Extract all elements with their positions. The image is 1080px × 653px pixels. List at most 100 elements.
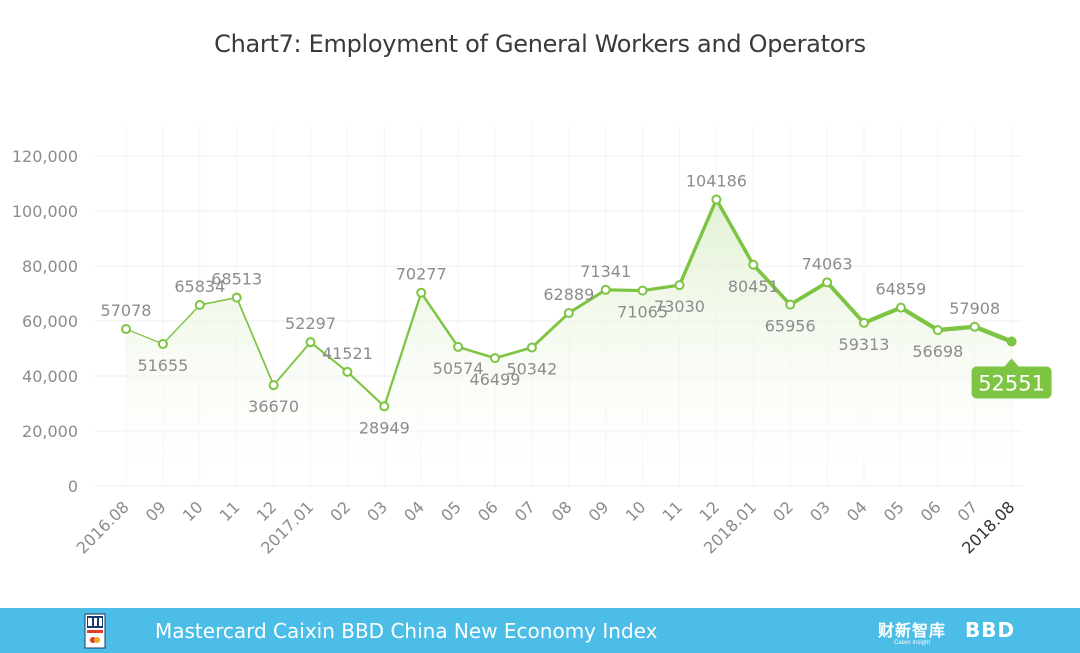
x-tick-label: 12 <box>695 497 723 525</box>
caixin-logo-en: Caixin Insight <box>893 640 931 646</box>
line-segment <box>530 311 571 349</box>
line-segment <box>677 197 719 287</box>
line-segment <box>272 341 312 387</box>
data-points <box>121 194 1017 412</box>
x-tick-label: 2016.08 <box>73 497 133 557</box>
data-point <box>121 324 131 335</box>
callout-pointer <box>1004 358 1019 367</box>
data-point <box>563 308 574 319</box>
x-tick-label: 12 <box>253 497 281 525</box>
x-tick-label: 02 <box>769 497 797 525</box>
data-point <box>822 277 833 288</box>
data-point <box>157 338 168 349</box>
last-value-callout: 52551 <box>971 358 1052 399</box>
line-segment <box>714 197 756 267</box>
data-label: 28949 <box>359 418 410 437</box>
callout-box <box>971 366 1052 399</box>
data-point <box>194 299 205 310</box>
x-tick-label: 02 <box>326 497 354 525</box>
data-label: 73030 <box>654 297 705 316</box>
y-axis: 0 20,000 40,000 60,000 80,000 100,000 120,000 <box>12 147 78 496</box>
x-tick-label: 11 <box>216 497 244 525</box>
data-point <box>600 284 611 295</box>
x-tick-label: 11 <box>658 497 686 525</box>
line-segment <box>309 341 349 373</box>
data-point <box>637 285 648 296</box>
data-point <box>711 194 722 205</box>
data-point <box>231 292 242 303</box>
data-label: 104186 <box>686 171 747 190</box>
data-point <box>969 321 980 332</box>
data-point <box>859 317 869 328</box>
x-tick-label: 06 <box>474 497 502 525</box>
line-segment <box>125 328 164 345</box>
area-fill <box>126 199 1012 486</box>
bbd-logo: BBD <box>965 618 1016 642</box>
line-segment <box>898 305 940 333</box>
data-label: 71065 <box>617 303 668 322</box>
data-point <box>490 353 500 364</box>
line-segment <box>199 296 238 306</box>
footer-title: Mastercard Caixin BBD China New Economy … <box>155 619 658 643</box>
line-segment <box>788 280 829 307</box>
data-label: 57078 <box>101 301 152 320</box>
caixin-insight-logo: 财新智库 Caixin Insight <box>878 617 946 646</box>
data-point <box>785 299 796 310</box>
y-tick-label: 60,000 <box>22 312 78 331</box>
data-label: 56698 <box>912 342 963 361</box>
line-segment <box>346 370 386 408</box>
data-label: 46499 <box>470 370 521 389</box>
x-tick-label: 10 <box>622 497 650 525</box>
line-segment <box>419 291 460 349</box>
data-label: 68513 <box>211 270 262 289</box>
line-segment <box>162 304 201 345</box>
x-tick-label: 08 <box>548 497 576 525</box>
y-tick-label: 20,000 <box>22 422 78 441</box>
x-tick-label: 05 <box>437 497 465 525</box>
x-tick-label: 09 <box>585 497 613 525</box>
y-tick-label: 40,000 <box>22 367 78 386</box>
x-tick-label: 09 <box>142 497 170 525</box>
y-tick-label: 0 <box>68 477 78 496</box>
line-segment <box>383 291 423 408</box>
x-tick-label: 03 <box>363 497 391 525</box>
x-tick-label: 10 <box>179 497 207 525</box>
data-label: 80451 <box>728 277 779 296</box>
data-label: 57908 <box>949 299 1000 318</box>
line-segment <box>751 262 793 307</box>
y-tick-label: 120,000 <box>12 147 78 166</box>
data-point <box>305 337 316 348</box>
series-line <box>125 197 1014 408</box>
data-point <box>379 401 390 412</box>
data-label: 50342 <box>506 360 557 379</box>
caixin-logo-cn: 财新智库 <box>878 621 947 640</box>
data-label: 52297 <box>285 314 336 333</box>
line-segment <box>861 305 903 325</box>
area-path <box>126 199 1012 486</box>
line-chart: 020,00040,00060,00080,000100,000120,000 … <box>12 125 1052 558</box>
line-segment <box>456 345 497 360</box>
line-segment <box>972 324 1014 344</box>
data-point <box>526 342 537 353</box>
chart-title: Chart7: Employment of General Workers an… <box>214 30 866 58</box>
x-tick-label: 05 <box>880 497 908 525</box>
data-point <box>268 380 279 391</box>
index-logo-icon <box>84 613 106 649</box>
data-point-last <box>1006 336 1017 347</box>
data-label: 51655 <box>137 356 188 375</box>
data-label: 70277 <box>396 265 447 284</box>
data-label: 62889 <box>543 285 594 304</box>
data-label: 41521 <box>322 344 373 363</box>
data-label: 65956 <box>765 317 816 336</box>
line-segment <box>493 346 534 360</box>
data-point <box>895 302 906 313</box>
y-tick-label: 100,000 <box>12 202 78 221</box>
line-segment <box>604 288 645 293</box>
data-label: 64859 <box>875 280 926 299</box>
data-label: 74063 <box>802 254 853 273</box>
data-label: 71341 <box>580 262 631 281</box>
data-label: 36670 <box>248 397 299 416</box>
line-segment <box>567 288 608 315</box>
